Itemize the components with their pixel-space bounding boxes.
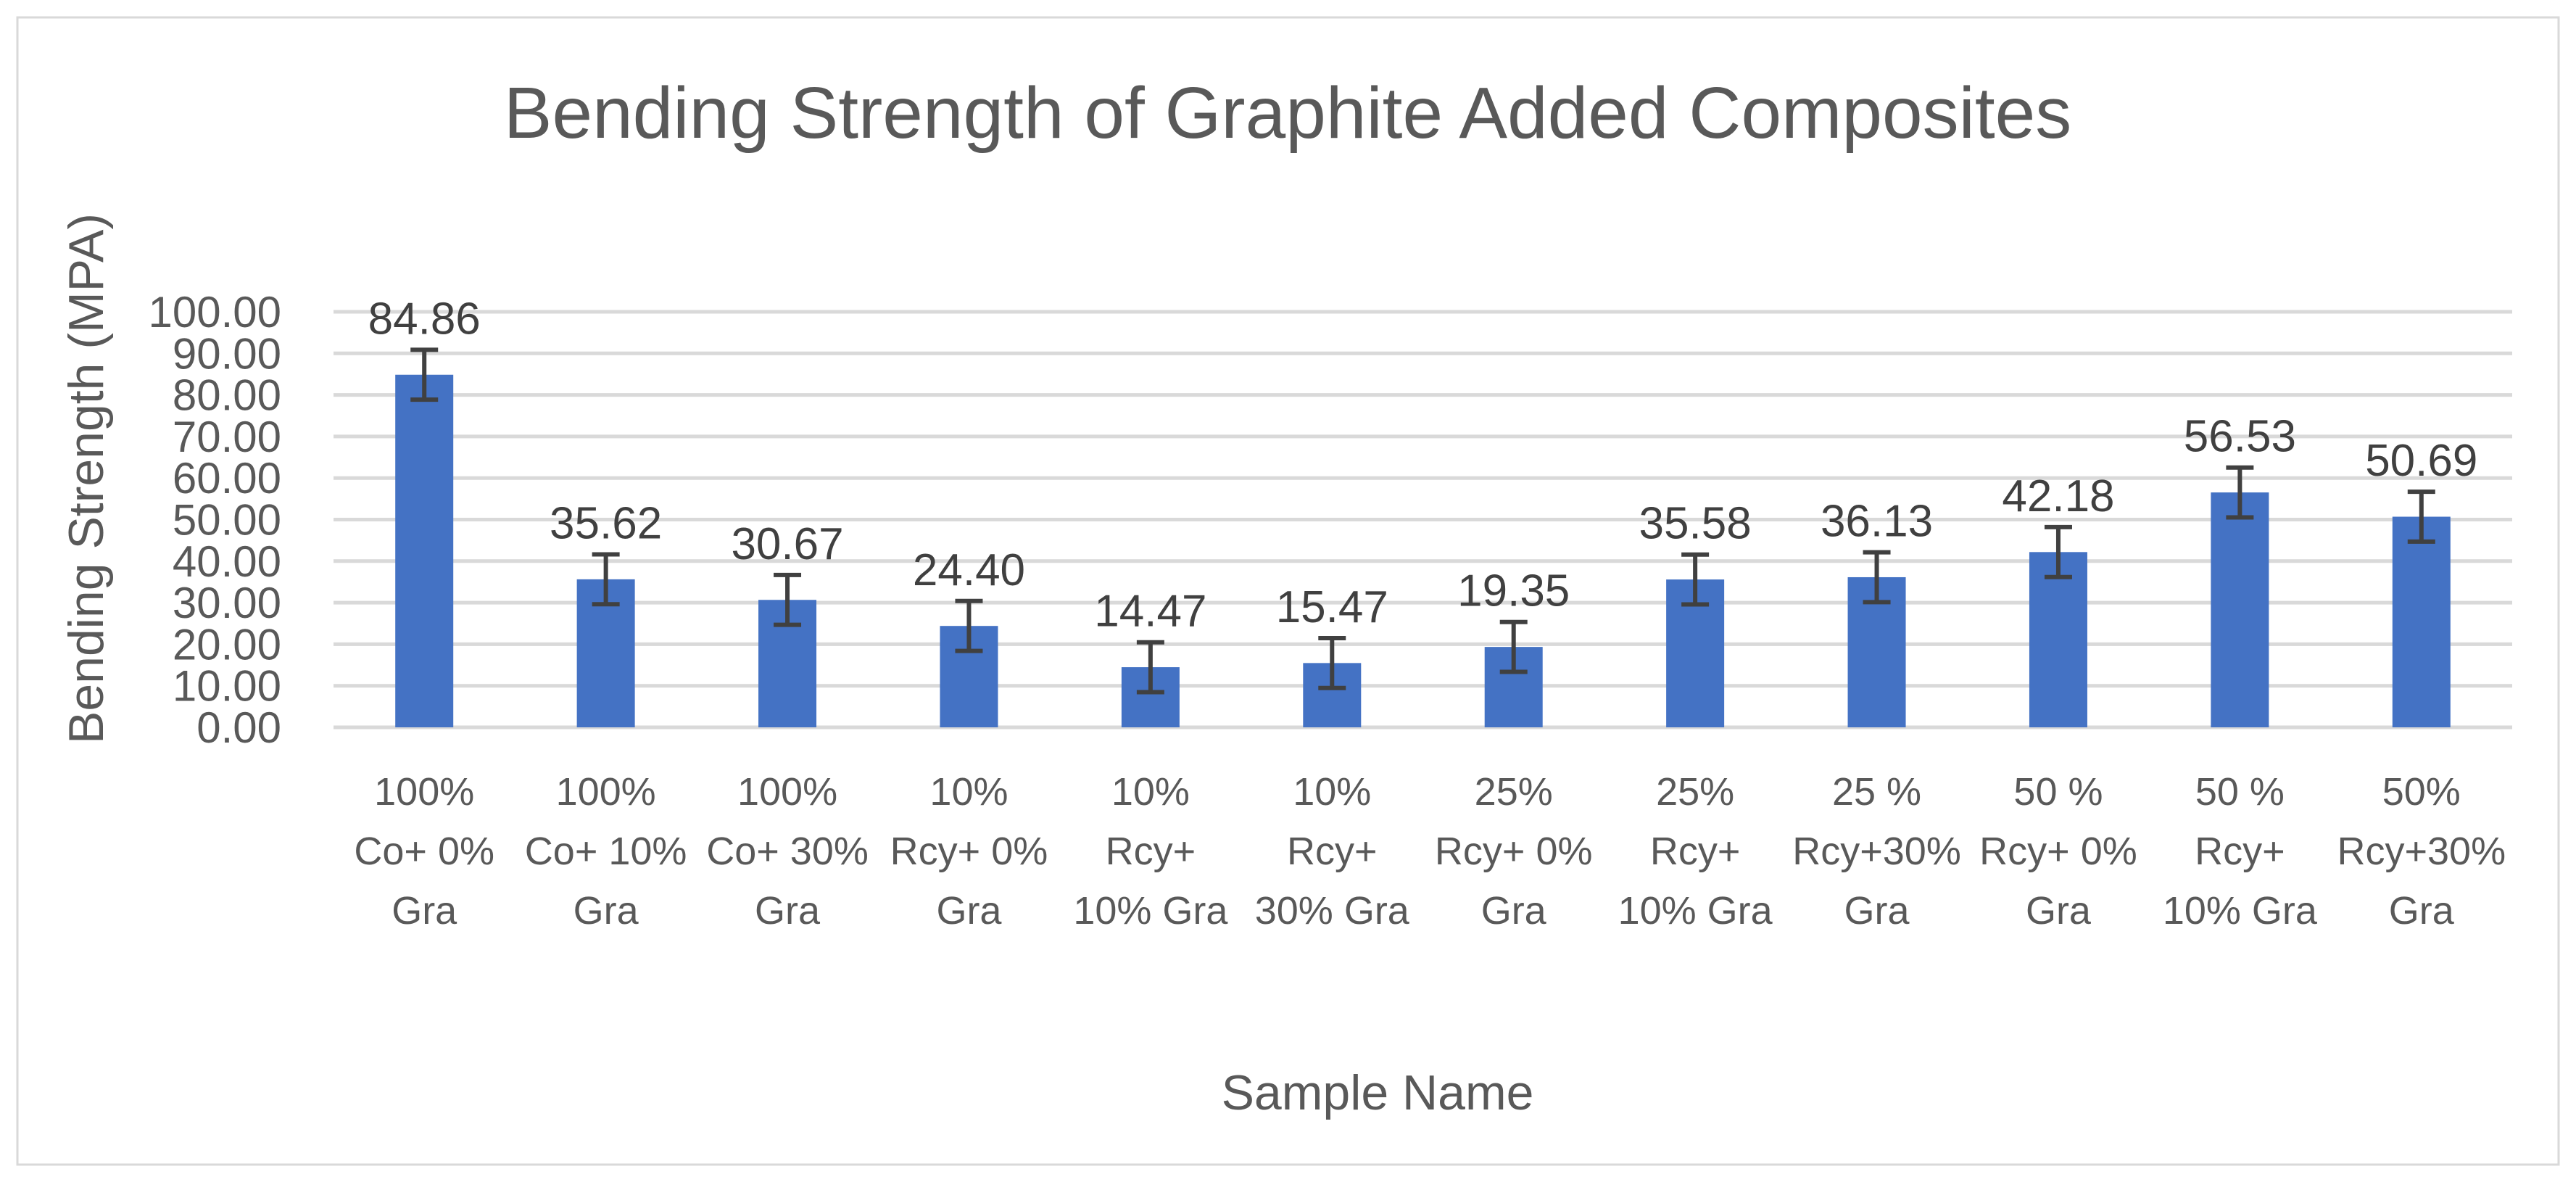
x-category-label-line: 25% xyxy=(1475,770,1553,814)
x-category-label: 100% Co+ 0% Gra xyxy=(354,770,494,933)
x-category-label-line: Gra xyxy=(2026,889,2092,933)
x-category-label-line: Gra xyxy=(573,889,639,933)
y-tick-label: 100.00 xyxy=(148,288,281,336)
x-category-label-line: Rcy+ 0% xyxy=(890,830,1048,873)
data-label: 30.67 xyxy=(731,519,843,569)
x-category-label-line: Rcy+ xyxy=(2195,830,2285,873)
data-label: 35.62 xyxy=(550,499,662,549)
x-category-label-line: Rcy+30% xyxy=(1792,830,1961,873)
x-category-label: 10% Rcy+ 0% Gra xyxy=(890,770,1048,933)
x-category-label-line: 10% xyxy=(1293,770,1371,814)
y-tick-label: 90.00 xyxy=(173,329,281,378)
y-axis-ticks: 0.0010.0020.0030.0040.0050.0060.0070.008… xyxy=(148,288,281,752)
data-label: 84.86 xyxy=(368,294,481,344)
x-category-label-line: Rcy+ xyxy=(1287,830,1378,873)
bar xyxy=(395,374,454,727)
x-category-label: 10% Rcy+ 30% Gra xyxy=(1255,770,1410,933)
bar xyxy=(2211,492,2269,727)
x-category-label-line: 10% Gra xyxy=(2163,889,2318,933)
x-category-label-line: Gra xyxy=(392,889,457,933)
x-category-label-line: 25 % xyxy=(1832,770,1921,814)
y-axis-title: Bending Strength (MPA) xyxy=(59,213,114,744)
gridlines xyxy=(334,310,2512,730)
x-category-label-line: 50 % xyxy=(2195,770,2285,814)
x-category-label-line: Gra xyxy=(1481,889,1547,933)
x-category-label: 10% Rcy+ 10% Gra xyxy=(1073,770,1228,933)
y-tick-label: 60.00 xyxy=(173,454,281,503)
y-tick-label: 50.00 xyxy=(173,496,281,545)
x-category-label-line: 100% xyxy=(737,770,837,814)
x-category-label-line: Gra xyxy=(2389,889,2455,933)
data-label: 15.47 xyxy=(1276,582,1388,632)
y-tick-label: 70.00 xyxy=(173,413,281,461)
error-bars xyxy=(410,347,2435,695)
x-category-label-line: 10% Gra xyxy=(1618,889,1773,933)
x-category-label-line: 25% xyxy=(1656,770,1734,814)
bar xyxy=(2392,516,2451,727)
data-label: 24.40 xyxy=(913,545,1025,595)
x-category-label-line: Rcy+ 0% xyxy=(1435,830,1593,873)
x-category-label-line: Co+ 0% xyxy=(354,830,494,873)
data-labels: 84.86 35.62 30.67 24.40 14.47 15.47 19.35 35.58… xyxy=(368,294,2478,636)
x-axis-title: Sample Name xyxy=(1222,1065,1534,1120)
x-category-label-line: Rcy+ xyxy=(1106,830,1196,873)
x-category-label: 25% Rcy+ 0% Gra xyxy=(1435,770,1593,933)
x-category-label: 50 % Rcy+ 10% Gra xyxy=(2163,770,2318,933)
x-category-label-line: Gra xyxy=(755,889,821,933)
data-label: 35.58 xyxy=(1639,499,1752,549)
x-category-label-line: 100% xyxy=(556,770,656,814)
y-tick-label: 30.00 xyxy=(173,579,281,627)
x-category-label-line: Rcy+30% xyxy=(2337,830,2506,873)
x-category-label-line: 10% Gra xyxy=(1073,889,1228,933)
y-tick-label: 40.00 xyxy=(173,537,281,586)
data-label: 36.13 xyxy=(1821,497,1933,547)
x-category-label-line: Gra xyxy=(936,889,1002,933)
x-category-label-line: Rcy+ xyxy=(1650,830,1741,873)
x-category-label-line: Co+ 10% xyxy=(525,830,687,873)
y-tick-label: 10.00 xyxy=(173,662,281,711)
y-tick-label: 0.00 xyxy=(196,703,281,752)
y-tick-label: 80.00 xyxy=(173,371,281,420)
bars xyxy=(395,374,2451,727)
x-category-label: 50 % Rcy+ 0% Gra xyxy=(1979,770,2137,933)
x-category-label-line: 10% xyxy=(1111,770,1190,814)
bar xyxy=(2029,552,2087,727)
x-category-label: 25% Rcy+ 10% Gra xyxy=(1618,770,1773,933)
x-category-label-line: Rcy+ 0% xyxy=(1979,830,2137,873)
x-category-label: 50% Rcy+30% Gra xyxy=(2337,770,2506,933)
y-tick-label: 20.00 xyxy=(173,620,281,669)
x-category-label-line: 50 % xyxy=(2013,770,2103,814)
data-label: 56.53 xyxy=(2184,412,2296,462)
x-category-label: 25 % Rcy+30% Gra xyxy=(1792,770,1961,933)
data-label: 42.18 xyxy=(2002,471,2114,521)
data-label: 14.47 xyxy=(1094,587,1206,637)
chart-title: Bending Strength of Graphite Added Compo… xyxy=(504,73,2072,154)
x-category-label-line: 10% xyxy=(929,770,1008,814)
x-category-label-line: Co+ 30% xyxy=(706,830,869,873)
x-category-label-line: Gra xyxy=(1844,889,1910,933)
data-label: 19.35 xyxy=(1457,566,1570,616)
x-category-label-line: 30% Gra xyxy=(1255,889,1410,933)
x-category-label-line: 100% xyxy=(374,770,474,814)
x-category-label: 100% Co+ 30% Gra xyxy=(706,770,869,933)
x-category-label: 100% Co+ 10% Gra xyxy=(525,770,687,933)
x-axis-categories: 100% Co+ 0% Gra 100% Co+ 10% Gra 100% Co+ 30% Gr… xyxy=(354,770,2506,933)
data-label: 50.69 xyxy=(2365,436,2477,486)
x-category-label-line: 50% xyxy=(2382,770,2461,814)
